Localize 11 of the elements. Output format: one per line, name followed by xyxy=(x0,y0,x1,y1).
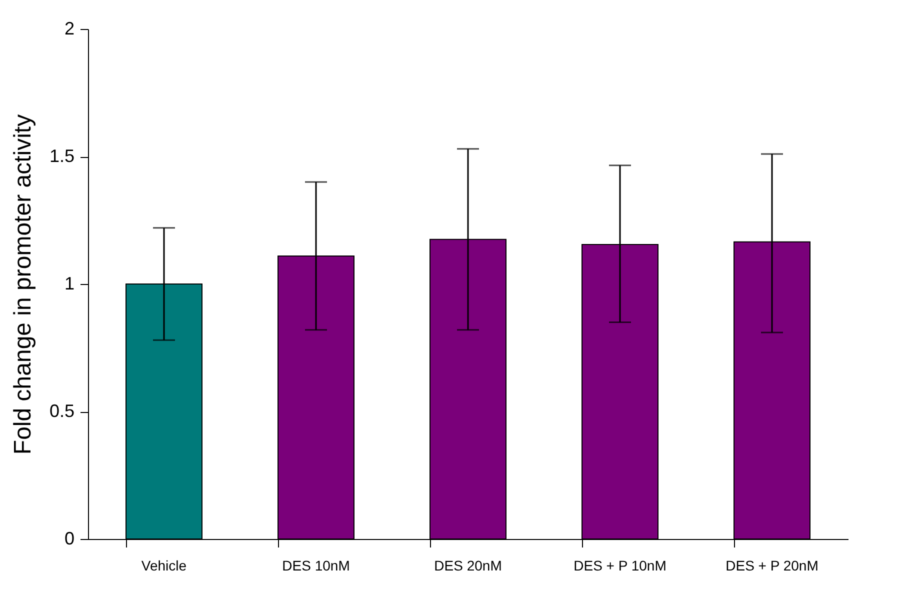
y-tick-label: 0.5 xyxy=(49,401,74,421)
y-tick-label: 1 xyxy=(64,274,74,294)
x-tick-label: DES 20nM xyxy=(434,558,502,574)
x-tick-label: DES + P 10nM xyxy=(574,558,666,574)
y-tick-label: 2 xyxy=(64,18,74,38)
x-tick-label: Vehicle xyxy=(141,558,187,574)
x-tick-label: DES + P 20nM xyxy=(726,558,818,574)
y-tick-label: 1.5 xyxy=(49,146,74,166)
y-axis-title: Fold change in promoter activity xyxy=(9,114,36,455)
x-tick-label: DES 10nM xyxy=(282,558,350,574)
y-tick-label: 0 xyxy=(64,528,74,548)
